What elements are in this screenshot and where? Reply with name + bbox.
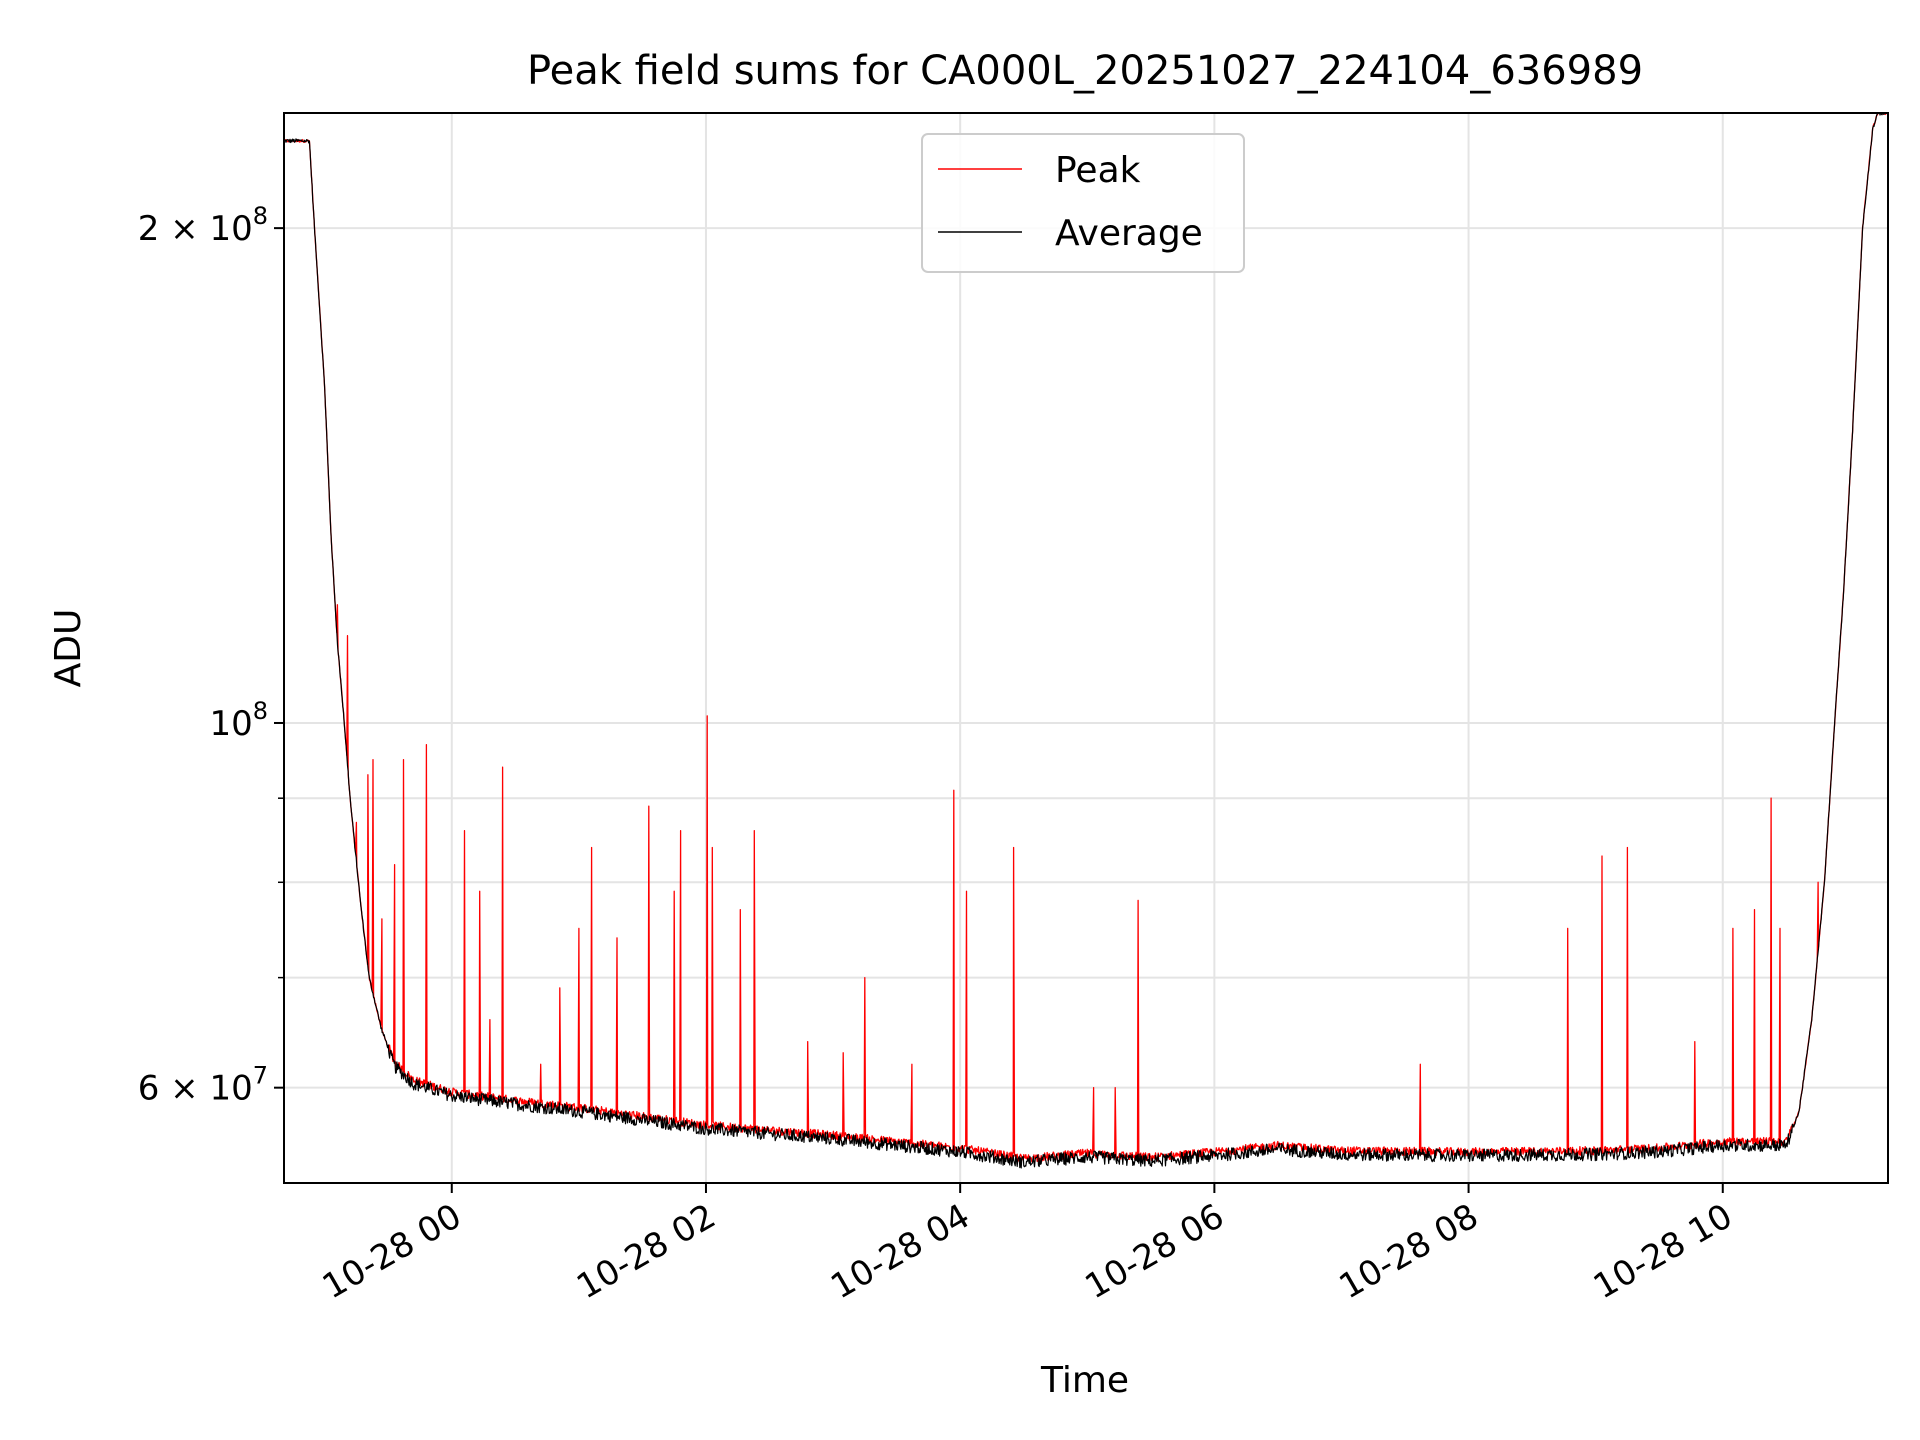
y-tick-base: 6 × 10 <box>138 1069 253 1109</box>
x-axis-label: Time <box>1040 1360 1129 1401</box>
y-tick-exponent: 8 <box>253 202 268 230</box>
y-tick-label: 6 × 107 <box>138 1062 268 1109</box>
plot-frame <box>283 112 1889 1184</box>
legend-label-peak: Peak <box>1055 150 1141 191</box>
y-tick-label: 108 <box>209 697 268 744</box>
legend-label-average: Average <box>1055 213 1203 254</box>
series-average-line <box>284 113 1888 1169</box>
grid-layer <box>284 113 1888 1183</box>
y-tick-exponent: 7 <box>253 1062 268 1090</box>
y-tick-label: 2 × 108 <box>138 202 268 249</box>
plot-area <box>284 113 1888 1183</box>
chart-title: Peak field sums for CA000L_20251027_2241… <box>527 48 1643 94</box>
y-tick-exponent: 8 <box>253 697 268 725</box>
y-axis-label: ADU <box>48 609 89 688</box>
legend: Peak Average <box>921 133 1245 273</box>
y-tick-base: 2 × 10 <box>138 209 253 249</box>
data-layer <box>284 113 1888 1169</box>
y-tick-base: 10 <box>209 704 252 744</box>
